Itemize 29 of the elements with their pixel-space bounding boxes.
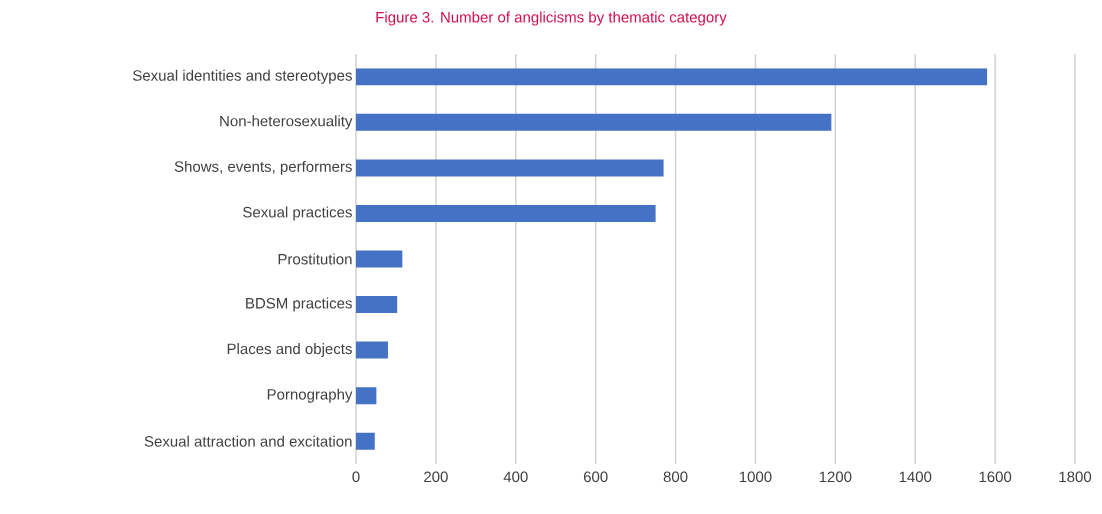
bar <box>356 159 664 177</box>
x-tick-label: 600 <box>583 471 608 483</box>
x-tick-label: 1400 <box>899 471 932 483</box>
bar <box>356 432 375 450</box>
y-tick-label: Prostitution <box>278 253 352 265</box>
x-tick-label: 1600 <box>979 471 1012 483</box>
y-tick-label: Shows, events, performers <box>174 160 352 175</box>
x-tick-label: 0 <box>352 471 360 483</box>
chart-title: Figure 3. Number of anglicisms by thematic category <box>376 11 727 26</box>
x-tick-label: 800 <box>663 471 688 483</box>
y-tick-label: Sexual practices <box>243 206 352 221</box>
x-tick-label: 200 <box>424 471 448 483</box>
x-tick-label: 1800 <box>1059 471 1092 483</box>
bar <box>356 204 656 222</box>
y-tick-label: BDSM practices <box>246 297 352 312</box>
y-tick-label: Pornography <box>267 388 353 403</box>
x-tick-label: 1200 <box>819 471 852 483</box>
bar <box>356 387 377 405</box>
y-tick-label: Sexual attraction and excitation <box>144 435 352 447</box>
x-tick-label: 400 <box>503 471 528 483</box>
bar <box>356 341 388 359</box>
bar <box>356 113 832 131</box>
bar <box>356 250 403 268</box>
x-tick-label: 1000 <box>739 471 772 483</box>
bar <box>356 296 398 314</box>
y-tick-label: Non-heterosexuality <box>220 115 353 130</box>
bar <box>356 68 988 86</box>
y-tick-label: Places and objects <box>227 343 352 358</box>
y-tick-label: Sexual identities and stereotypes <box>133 69 352 84</box>
